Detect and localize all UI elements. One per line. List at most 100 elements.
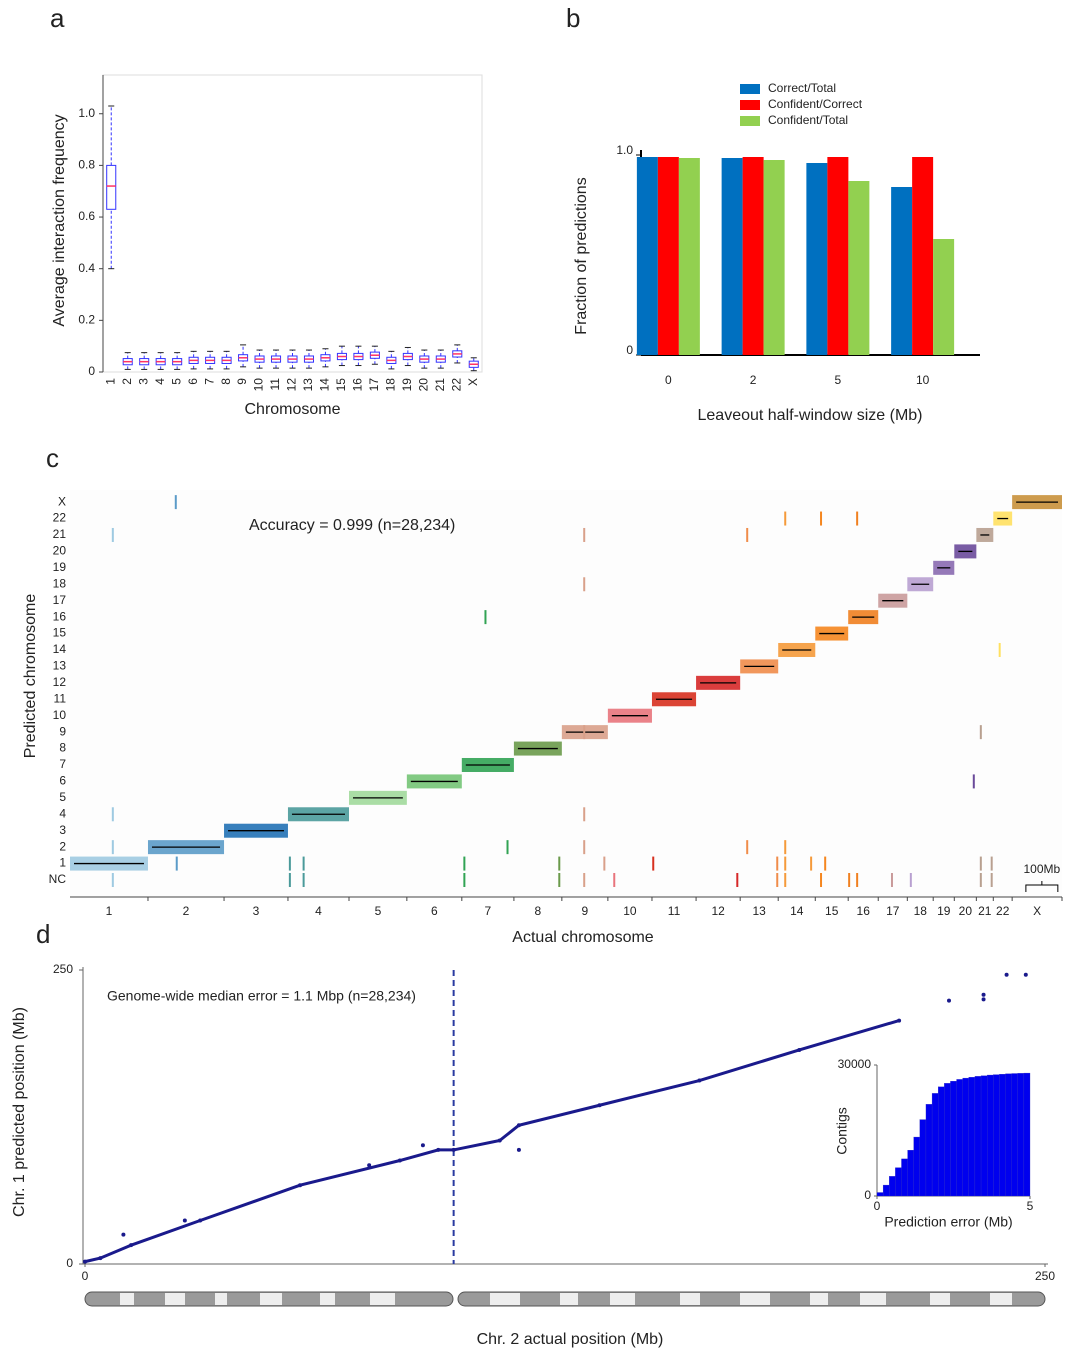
y-axis-label: Average interaction frequency (51, 114, 68, 326)
panel-label: b (566, 3, 580, 33)
point (298, 1183, 303, 1188)
y-tick-label: 22 (53, 511, 67, 525)
x-tick-label: 11 (668, 904, 681, 918)
x-axis-label: Chr. 2 actual position (Mb) (477, 1331, 664, 1348)
x-axis-label: Actual chromosome (512, 929, 653, 946)
inset-x-tick-label: 5 (1027, 1199, 1034, 1213)
y-tick-label: 9 (59, 724, 66, 738)
point (897, 1018, 902, 1023)
annotation: Accuracy = 0.999 (n=28,234) (249, 517, 455, 534)
histogram-bar (919, 1119, 927, 1197)
y-tick-label: 1.0 (78, 106, 95, 120)
y-axis-label: Predicted chromosome (22, 594, 39, 759)
point (451, 1147, 456, 1152)
point (797, 1047, 802, 1052)
y-tick-label: NC (49, 872, 67, 886)
misassignment (558, 856, 561, 871)
x-tick-label: 10 (623, 904, 637, 918)
y-tick-label: 1 (59, 856, 66, 870)
misassignment (810, 856, 813, 871)
scale-bar-label: 100Mb (1024, 862, 1061, 876)
panel-label: d (36, 919, 50, 949)
histogram-bar (980, 1075, 988, 1197)
bar (763, 160, 785, 355)
misassignment (288, 873, 291, 887)
inset-y-tick-label: 0 (864, 1188, 871, 1202)
misassignment (890, 873, 893, 887)
misassignment (979, 873, 982, 887)
x-tick-label: 18 (914, 904, 928, 918)
x-tick-label: 0 (665, 373, 672, 387)
histogram-bar (1005, 1073, 1012, 1197)
x-tick-label: 5 (835, 373, 842, 387)
x-tick-label: 2 (183, 904, 190, 918)
x-tick-label: 19 (937, 904, 951, 918)
point (436, 1147, 441, 1152)
y-tick-label: 17 (53, 593, 67, 607)
legend-swatch (740, 84, 760, 94)
point (516, 1123, 521, 1128)
x-tick-label: 1 (106, 904, 113, 918)
legend-swatch (740, 116, 760, 126)
misassignment (506, 840, 509, 855)
misassignment (111, 840, 114, 855)
bar (636, 157, 658, 355)
point (182, 1218, 187, 1223)
y-tick-label: 0.6 (78, 209, 95, 223)
scale-bar (1025, 881, 1059, 892)
x-tick-label: 8 (219, 378, 233, 385)
histogram-bar (993, 1074, 1000, 1197)
point (83, 1259, 87, 1264)
y-tick-label: 0 (66, 1256, 73, 1270)
point (98, 1256, 103, 1261)
misassignment (784, 511, 787, 526)
y-tick-label: 0.8 (78, 158, 95, 172)
misassignment (111, 873, 114, 887)
y-tick-label: 8 (59, 741, 66, 755)
misassignment (776, 856, 779, 871)
y-axis-label: Chr. 1 predicted position (Mb) (11, 1007, 28, 1217)
y-tick-label: 4 (59, 806, 66, 820)
misassignment (820, 873, 823, 887)
x-tick-label: 2 (750, 373, 757, 387)
misassignment (856, 511, 859, 526)
point (198, 1218, 203, 1223)
histogram-bar (1017, 1073, 1025, 1197)
x-tick-label: 12 (285, 378, 299, 392)
histogram-bar (901, 1158, 908, 1197)
point (397, 1158, 402, 1163)
histogram-bar (962, 1077, 969, 1197)
x-tick-label: 13 (301, 378, 315, 392)
histogram-bar (931, 1093, 939, 1197)
misassignment (463, 873, 466, 887)
bar (721, 158, 743, 355)
misassignment (909, 873, 912, 887)
panel-label: c (46, 443, 59, 473)
x-tick-label: 15 (825, 904, 839, 918)
histogram-bar (876, 1192, 884, 1197)
x-tick-label: 5 (169, 378, 183, 385)
misassignment (583, 873, 586, 887)
misassignment (972, 774, 975, 789)
bar (827, 157, 849, 355)
x-tick-label: 16 (857, 904, 871, 918)
y-axis-label: Fraction of predictions (573, 177, 590, 334)
misassignment (603, 856, 606, 871)
x-tick-label: 22 (449, 378, 463, 392)
y-tick-label: 250 (53, 962, 73, 976)
misassignment (979, 725, 982, 740)
y-tick-label: 10 (53, 708, 67, 722)
y-tick-label: 11 (54, 691, 67, 705)
x-tick-label: X (1033, 904, 1041, 918)
misassignment (583, 527, 586, 542)
misassignment (111, 807, 114, 822)
x-tick-label: 0 (82, 1269, 89, 1283)
bar (891, 187, 913, 355)
histogram-bar (1011, 1073, 1018, 1197)
y-tick-label: 12 (53, 675, 67, 689)
bar (933, 239, 955, 355)
y-tick-label: 19 (53, 560, 67, 574)
x-tick-label: 10 (252, 378, 266, 392)
misassignment (848, 873, 851, 887)
misassignment (175, 856, 178, 871)
